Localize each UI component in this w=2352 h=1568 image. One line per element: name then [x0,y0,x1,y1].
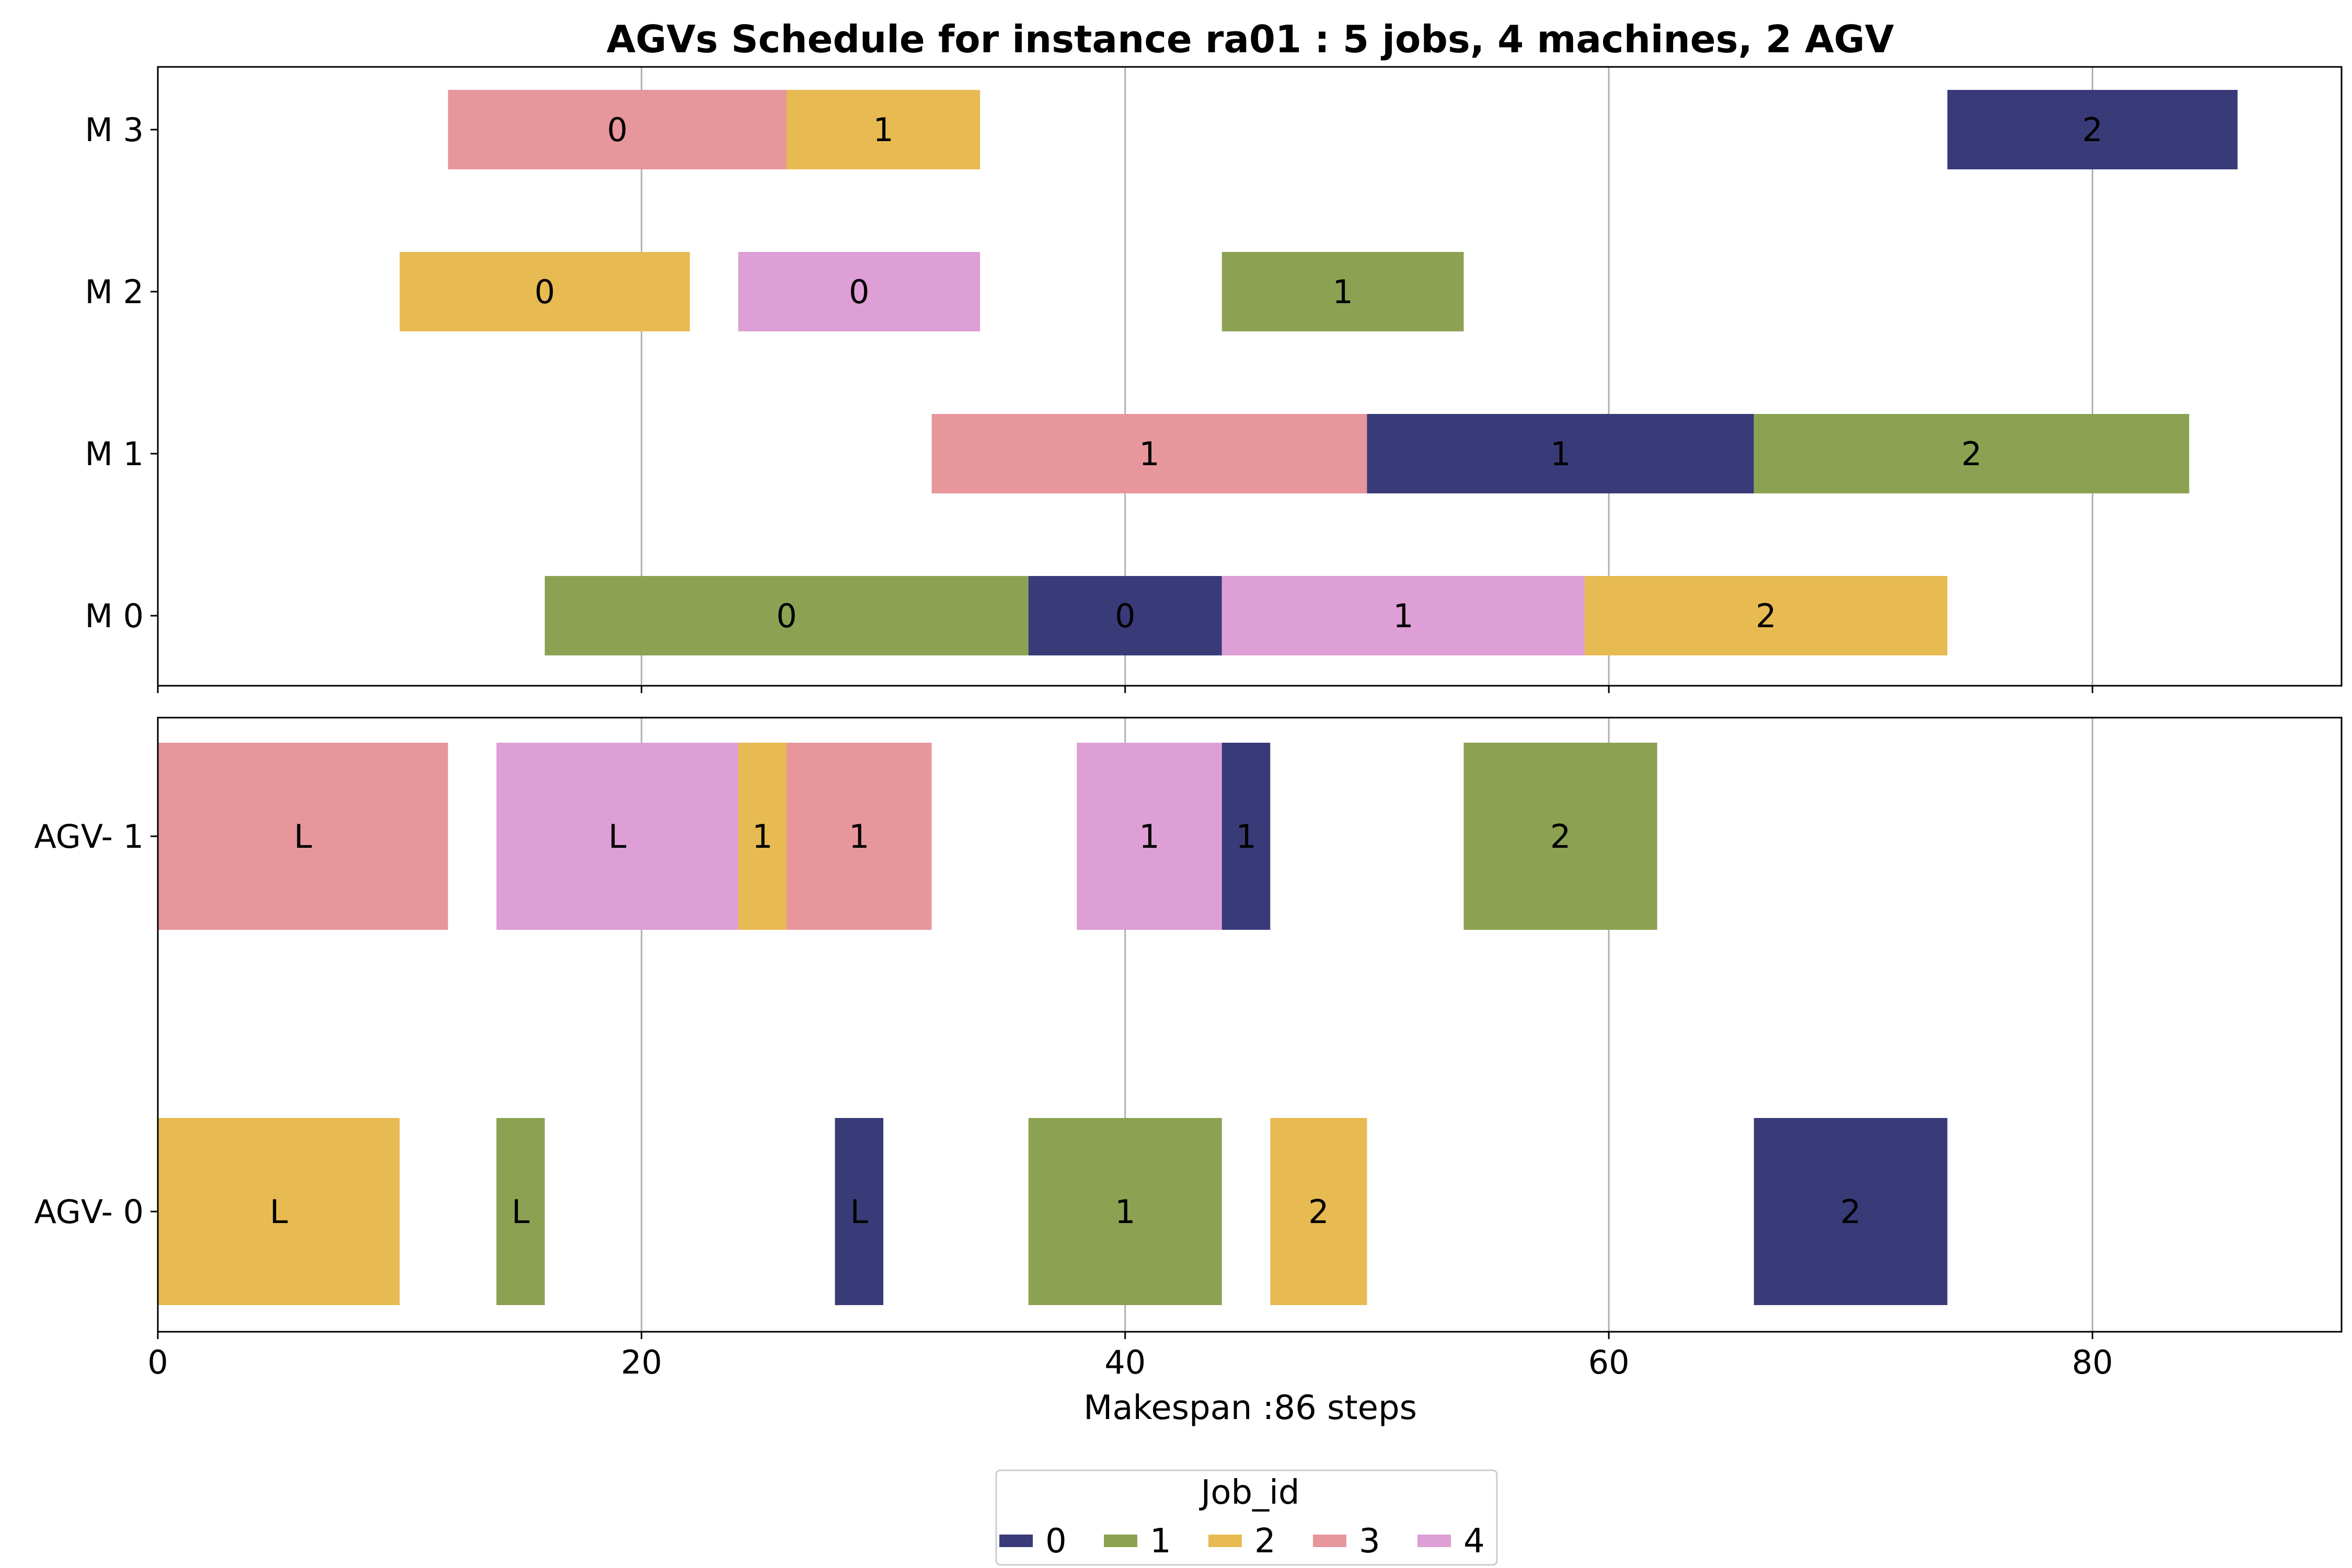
task-bar [738,743,787,930]
task-label: 1 [1236,817,1256,856]
task-label: L [270,1193,288,1231]
row-label: AGV- 0 [34,1193,144,1231]
task-bar [399,252,690,331]
task-bar [1584,576,1947,655]
task-bar [158,1118,400,1305]
task-bar [1028,576,1222,655]
task-bar [1947,90,2238,169]
x-tick-label: 20 [621,1343,662,1381]
task-bar [448,90,787,169]
task-label: 1 [1115,1193,1135,1231]
task-bar [1077,743,1222,930]
machine-bars: 0 0 1 2 1 1 2 0 0 1 0 1 2 [399,90,2238,655]
task-bar [1367,414,1754,493]
machine-x-ticks [157,686,2093,693]
machine-row-labels: M 0 M 1 M 2 M 3 [85,111,158,635]
row-label: M 3 [85,111,144,149]
x-tick-label: 60 [1588,1343,1630,1381]
task-bar [545,576,1029,655]
task-bar [496,1118,545,1305]
task-label: 2 [1961,435,1981,473]
task-label: 1 [1139,435,1159,473]
agv-row-labels: AGV- 0 AGV- 1 [34,817,158,1231]
task-label: L [294,817,312,856]
x-axis-label: Makespan :86 steps [1083,1389,1417,1427]
legend-swatch [1104,1535,1137,1547]
task-label: L [608,817,627,856]
task-bar [1028,1118,1222,1305]
machine-panel: 0 0 1 2 1 1 2 0 0 1 0 1 2 M 0 M 1 M 2 M 3 [85,66,2343,693]
task-bar [158,743,448,930]
task-label: 2 [1840,1193,1861,1231]
task-bar [786,90,981,169]
x-tick-label: 0 [147,1343,168,1381]
task-label: 2 [1756,597,1776,635]
task-label: 0 [776,597,797,635]
legend-swatch [1313,1535,1346,1547]
task-bar [1221,743,1271,930]
legend-label: 2 [1254,1522,1276,1561]
legend-items: 0 1 2 3 4 [999,1522,1485,1561]
task-bar [931,414,1367,493]
task-label: 0 [607,111,627,149]
task-label: 0 [849,273,869,311]
task-bar [786,743,932,930]
legend-label: 1 [1150,1522,1171,1561]
machine-panel-frame [157,66,2343,687]
task-bar [1754,1118,1947,1305]
row-label: AGV- 1 [34,817,144,856]
agv-panel-frame [157,717,2343,1333]
task-bar [1270,1118,1367,1305]
task-bar [1221,252,1464,331]
task-bar [738,252,981,331]
task-label: 1 [1332,273,1353,311]
row-label: M 1 [85,435,144,473]
task-bar [1221,576,1585,655]
task-label: 2 [2082,111,2103,149]
row-label: M 0 [85,597,144,635]
task-label: 2 [1550,817,1571,856]
task-bar [1463,743,1657,930]
x-tick-label: 80 [2072,1343,2113,1381]
legend-swatch [1417,1535,1451,1547]
x-tick-label: 40 [1104,1343,1146,1381]
legend-swatch [999,1535,1033,1547]
legend-label: 0 [1045,1522,1067,1561]
task-label: 1 [873,111,893,149]
task-label: 0 [535,273,555,311]
task-label: 1 [1139,817,1159,856]
task-label: 2 [1308,1193,1329,1231]
task-label: 1 [1550,435,1571,473]
task-bar [496,743,739,930]
task-bar [1754,414,2189,493]
task-label: 1 [849,817,869,856]
task-label: 0 [1115,597,1135,635]
legend-title: Job_id [1198,1473,1299,1512]
task-label: 1 [1393,597,1413,635]
task-label: 1 [752,817,773,856]
agv-x-ticks: 0 20 40 60 80 [147,1332,2113,1381]
legend-label: 3 [1359,1522,1380,1561]
legend: Job_id 0 1 2 3 4 [995,1469,1498,1566]
agv-bars: L L L 1 2 2 L L 1 1 1 1 2 [158,743,1947,1305]
legend-swatch [1208,1535,1242,1547]
chart-title: AGVs Schedule for instance ra01 : 5 jobs… [606,17,1894,61]
agv-panel: L L L 1 2 2 L L 1 1 1 1 2 AGV- 0 AGV- 1 0 20 40 60 80 [34,717,2343,1381]
legend-label: 4 [1463,1522,1485,1561]
row-label: M 2 [85,273,144,311]
task-bar [835,1118,884,1305]
task-label: L [850,1193,868,1231]
task-label: L [512,1193,530,1231]
